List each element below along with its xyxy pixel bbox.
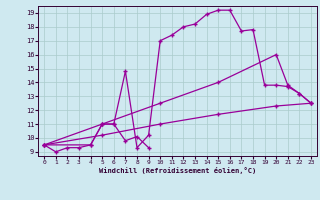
X-axis label: Windchill (Refroidissement éolien,°C): Windchill (Refroidissement éolien,°C) — [99, 167, 256, 174]
